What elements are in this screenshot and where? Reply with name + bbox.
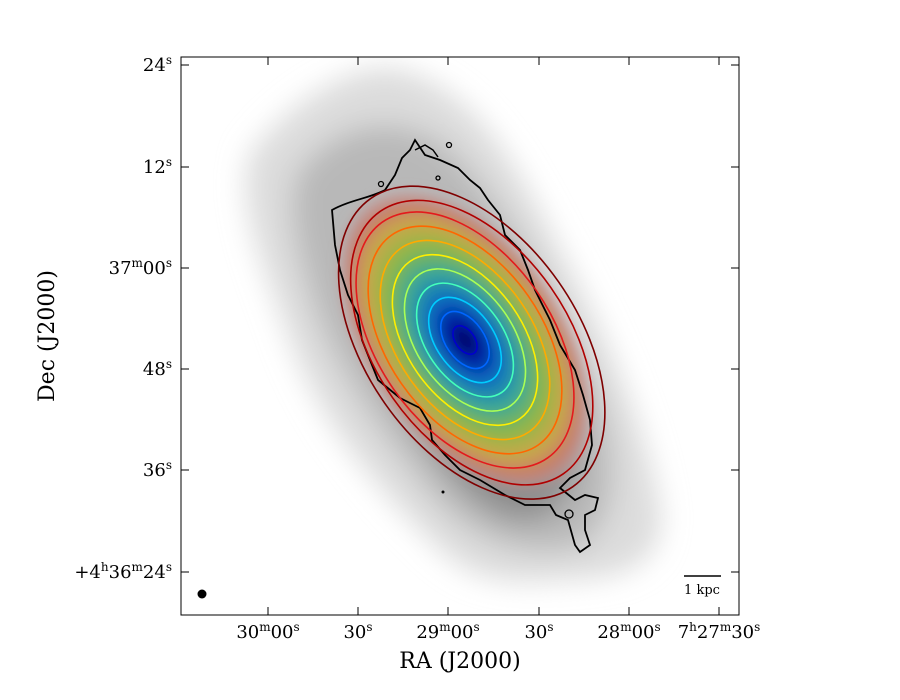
contour-level	[403, 268, 527, 412]
x-tick-label: 28m00s	[597, 620, 660, 643]
y-axis-title: Dec (J2000)	[35, 270, 60, 402]
y-tick-label: +4h36m24s	[74, 560, 172, 583]
y-tick-label: 37m00s	[109, 256, 172, 279]
beam-marker	[197, 589, 207, 599]
y-tick-label: 36s	[143, 458, 172, 481]
plot-frame	[180, 56, 740, 616]
plot-area	[181, 57, 739, 615]
contour-level	[379, 239, 551, 441]
x-tick-label: 29m00s	[416, 620, 479, 643]
model-contours	[337, 185, 606, 500]
observed-outline-contour	[331, 138, 600, 554]
outline-speck	[441, 490, 445, 494]
y-tick-label: 12s	[143, 155, 172, 178]
x-tick-label: 30s	[524, 620, 553, 643]
contour-level	[439, 310, 491, 370]
contour-level	[355, 211, 575, 469]
outline-speck	[564, 509, 574, 519]
x-tick-label: 7h27m30s	[678, 620, 761, 643]
x-axis-title: RA (J2000)	[399, 649, 520, 674]
x-tick-label: 30m00s	[236, 620, 299, 643]
x-tick-label: 30s	[343, 620, 372, 643]
outline-speck	[435, 175, 441, 181]
y-tick-label: 24s	[143, 53, 172, 76]
y-tick-label: 48s	[143, 357, 172, 380]
contour-level	[391, 253, 539, 427]
x-tick-marks	[267, 57, 720, 615]
model-colormap	[339, 191, 591, 489]
contour-level	[415, 282, 515, 398]
y-tick-marks	[181, 64, 739, 573]
outline-fragment	[414, 144, 439, 158]
contour-level	[337, 185, 606, 500]
outline-speck	[377, 180, 385, 188]
contour-level	[367, 225, 563, 455]
contour-level	[427, 296, 503, 384]
contour-level	[349, 199, 594, 486]
scale-bar-label: 1 kpc	[684, 583, 720, 598]
contour-level	[452, 324, 478, 356]
outline-speck	[445, 141, 453, 149]
